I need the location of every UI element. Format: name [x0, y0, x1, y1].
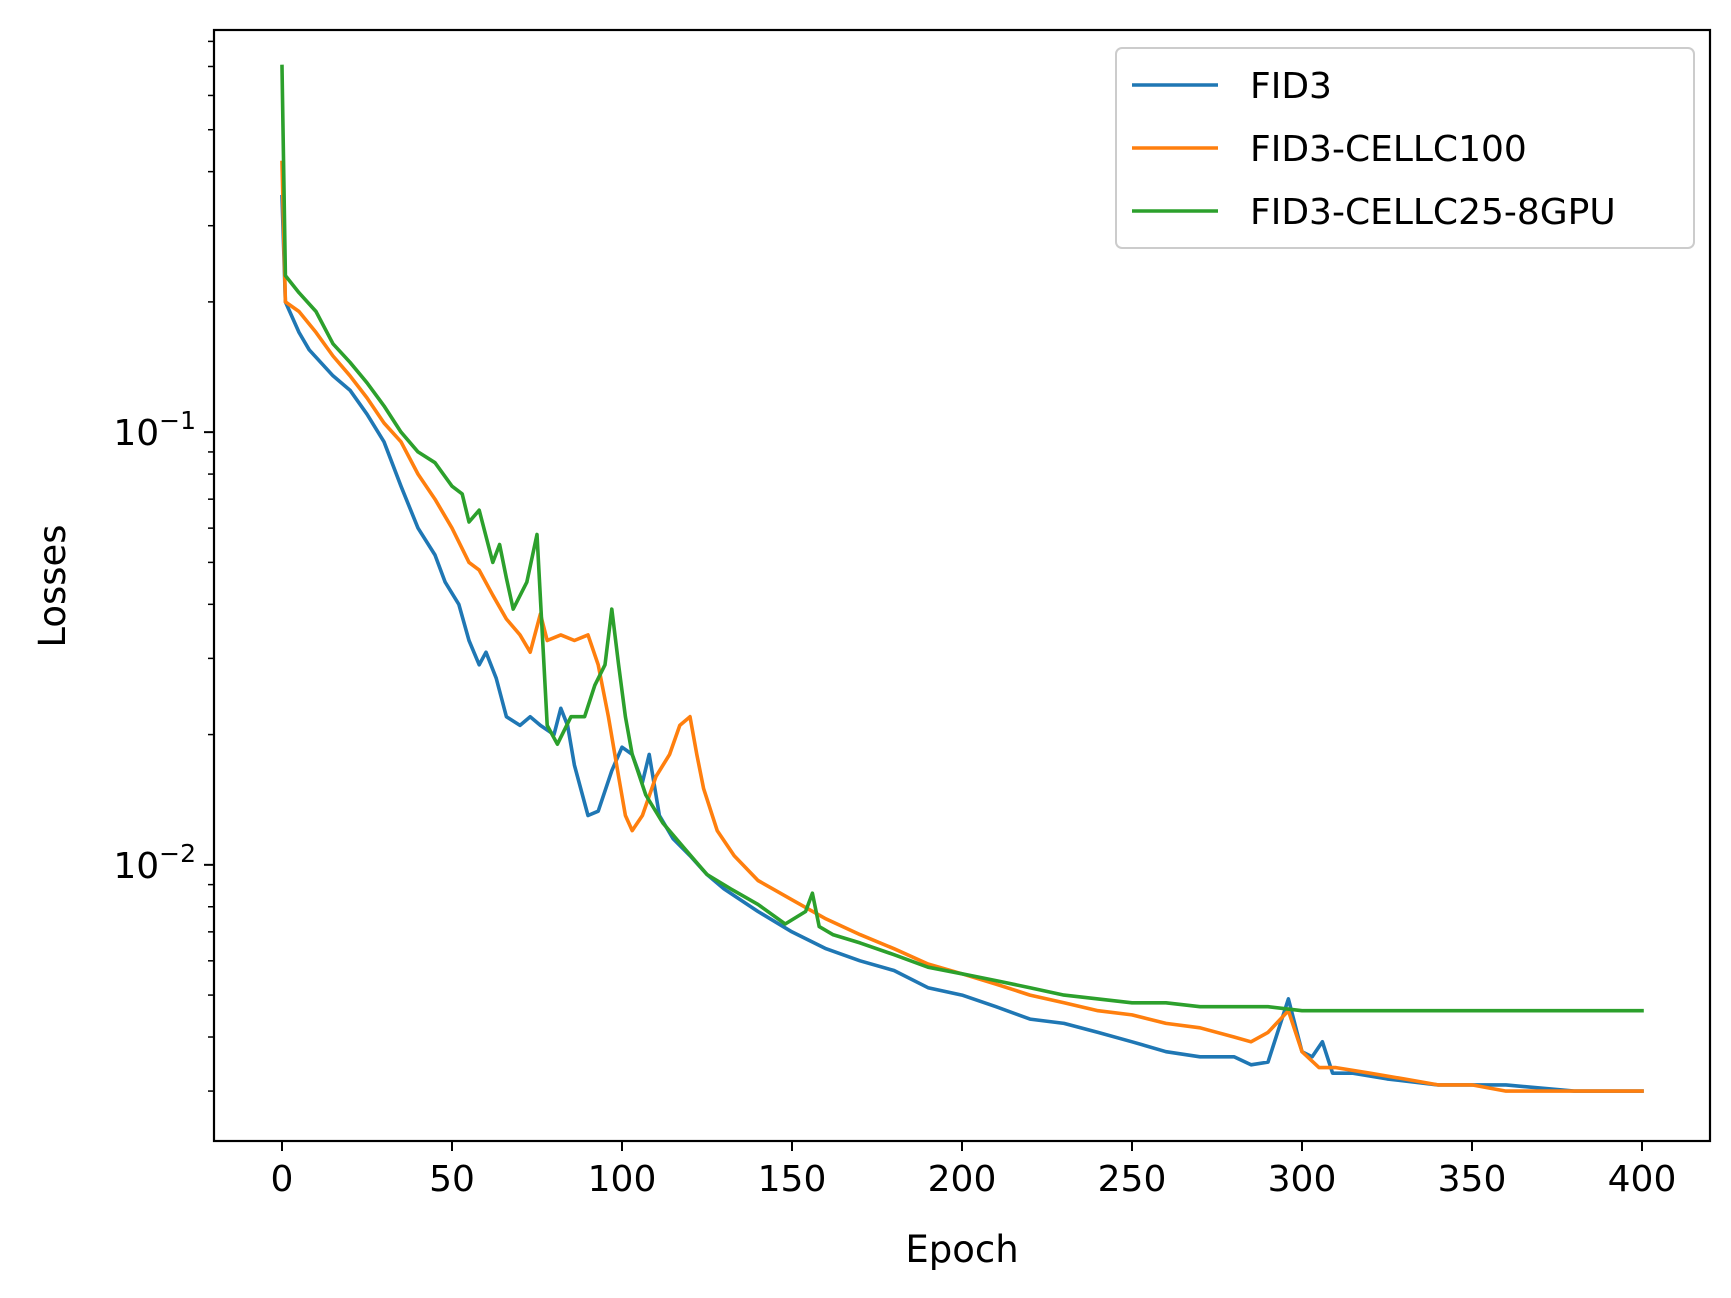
- x-axis-label: Epoch: [905, 1228, 1018, 1271]
- x-tick-label: 200: [928, 1159, 997, 1200]
- x-tick-label: 50: [429, 1159, 475, 1200]
- x-tick-label: 150: [758, 1159, 827, 1200]
- x-tick-label: 350: [1438, 1159, 1507, 1200]
- series-line-3: [280, 64, 1644, 1013]
- legend-entry: FID3: [1250, 66, 1332, 107]
- x-tick-label: 300: [1268, 1159, 1337, 1200]
- legend-entry: FID3-CELLC25-8GPU: [1250, 192, 1616, 233]
- y-tick-label: 10−1: [113, 406, 196, 454]
- x-tick-label: 100: [588, 1159, 657, 1200]
- x-tick-label: 250: [1098, 1159, 1167, 1200]
- legend: FID3 FID3-CELLC100 FID3-CELLC25-8GPU: [1115, 47, 1695, 249]
- x-tick-label: 0: [271, 1159, 294, 1200]
- y-tick-label: 10−2: [113, 839, 196, 887]
- y-axis-label: Losses: [31, 524, 74, 647]
- series-line-2: [280, 160, 1644, 1093]
- legend-box: [1115, 47, 1695, 249]
- legend-entry: FID3-CELLC100: [1250, 129, 1527, 170]
- series-layer: [280, 64, 1644, 1093]
- tick-layer: 0 50 100 150 200 250 300 350 400 10−1 10−2: [113, 40, 1677, 1200]
- x-tick-label: 400: [1608, 1159, 1677, 1200]
